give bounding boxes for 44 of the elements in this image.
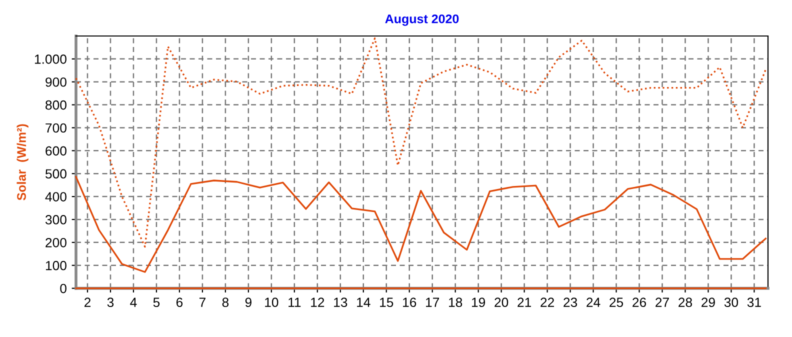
y-tick-label: 800 — [46, 100, 66, 110]
x-tick-label: 13 — [334, 298, 348, 308]
x-tick-label: 23 — [564, 298, 578, 308]
x-tick-label: 19 — [472, 298, 486, 308]
x-tick-label: 27 — [656, 298, 669, 307]
x-tick-label: 15 — [380, 298, 394, 308]
chart-title: August 2020 — [385, 14, 459, 26]
x-tick-label: 11 — [288, 298, 301, 307]
x-tick-label: 22 — [540, 298, 554, 307]
x-tick-label: 20 — [494, 298, 508, 308]
y-tick-label: 0 — [60, 284, 66, 294]
x-tick-label: 26 — [632, 298, 646, 308]
y-tick-label: 600 — [46, 146, 66, 156]
x-tick-label: 3 — [107, 298, 114, 308]
x-tick-label: 10 — [265, 298, 278, 308]
x-tick-label: 4 — [130, 298, 137, 307]
y-tick-label: 500 — [45, 169, 66, 179]
y-tick-label: 400 — [45, 192, 66, 202]
x-tick-label: 16 — [403, 298, 416, 308]
x-tick-label: 6 — [176, 298, 183, 308]
x-tick-label: 8 — [222, 298, 229, 308]
x-tick-label: 5 — [153, 298, 160, 308]
x-tick-label: 25 — [610, 298, 624, 308]
x-tick-label: 24 — [586, 298, 600, 307]
y-tick-label: 1.000 — [34, 54, 66, 64]
x-tick-label: 2 — [84, 298, 90, 307]
line-series — [75, 176, 767, 273]
x-tick-label: 9 — [245, 298, 252, 308]
x-tick-label: 29 — [702, 298, 715, 308]
x-tick-label: 31 — [747, 298, 761, 308]
y-tick-label: 300 — [45, 215, 66, 224]
y-tick-label: 900 — [46, 77, 66, 87]
y-axis-title: Solar (W/m²) — [16, 124, 28, 200]
x-tick-label: 12 — [311, 298, 324, 307]
x-tick-label: 18 — [449, 298, 462, 308]
x-tick-label: 28 — [678, 298, 692, 308]
x-tick-label: 14 — [357, 298, 370, 307]
y-tick-label: 200 — [46, 238, 66, 248]
x-tick-label: 21 — [518, 298, 531, 307]
x-tick-label: 30 — [724, 298, 738, 308]
y-tick-label: 700 — [46, 123, 66, 133]
x-tick-label: 17 — [426, 298, 440, 307]
y-tick-label: 100 — [46, 260, 66, 270]
x-tick-label: 7 — [199, 298, 206, 307]
